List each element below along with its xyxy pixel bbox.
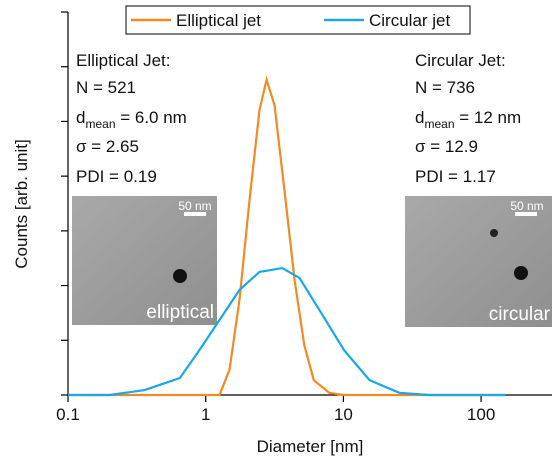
annotation-part: σ = 12.9: [415, 137, 478, 156]
annotation-part: N = 736: [415, 78, 475, 97]
annotation-part: d: [76, 108, 85, 127]
x-tick-label: 1: [201, 405, 210, 424]
annotation-part: PDI = 1.17: [415, 167, 496, 186]
annotation: dmean = 12 nm: [415, 108, 521, 131]
y-axis-label: Counts [arb. unit]: [12, 139, 31, 268]
chart: 50 nm 50 nm elliptical circular Diameter…: [0, 0, 552, 463]
annotation-part: σ = 2.65: [76, 137, 139, 156]
x-tick-label: 0.1: [56, 405, 80, 424]
annotation-part: PDI = 0.19: [76, 167, 157, 186]
legend-label: Circular jet: [369, 11, 451, 30]
annotation: σ = 2.65: [76, 137, 139, 156]
annotation-part: d: [415, 108, 424, 127]
annotation-part: mean: [85, 117, 115, 131]
annotation-part: N = 521: [76, 78, 136, 97]
annotation: Elliptical Jet:: [76, 51, 170, 70]
annotation-part: = 12 nm: [455, 108, 522, 127]
annotation: PDI = 1.17: [415, 167, 496, 186]
particle: [490, 229, 498, 237]
x-tick-label: 100: [467, 405, 495, 424]
particle: [514, 266, 528, 280]
annotation-part: = 6.0 nm: [116, 108, 187, 127]
annotation: PDI = 0.19: [76, 167, 157, 186]
annotation: N = 736: [415, 78, 475, 97]
scale-label: 50 nm: [510, 199, 543, 213]
annotation: N = 521: [76, 78, 136, 97]
annotation-part: Circular Jet:: [415, 51, 506, 70]
x-tick-label: 10: [334, 405, 353, 424]
x-axis-label: Diameter [nm]: [257, 437, 364, 456]
image-label: elliptical: [146, 302, 214, 323]
annotation: Circular Jet:: [415, 51, 506, 70]
annotation: σ = 12.9: [415, 137, 478, 156]
legend-label: Elliptical jet: [176, 11, 261, 30]
scale-label: 50 nm: [178, 199, 211, 213]
annotation: dmean = 6.0 nm: [76, 108, 187, 131]
image-label: circular: [489, 304, 551, 325]
annotation-part: mean: [424, 117, 454, 131]
annotation-part: Elliptical Jet:: [76, 51, 170, 70]
particle: [173, 269, 187, 283]
